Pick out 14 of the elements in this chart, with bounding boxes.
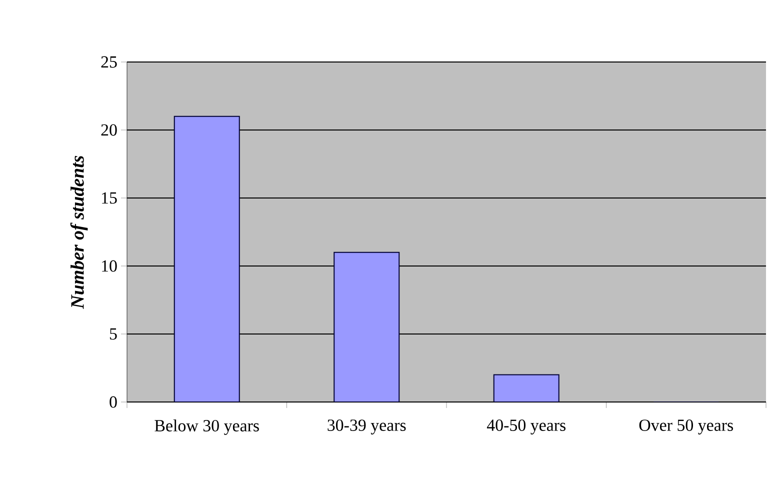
x-tick-label: Over 50 years [639, 420, 734, 434]
bar [334, 252, 400, 402]
y-tick-label: 5 [110, 328, 117, 340]
x-tick-label: Below 30 years [154, 420, 259, 435]
y-tick-label: 25 [101, 56, 117, 68]
bar [493, 374, 560, 402]
bar [174, 116, 240, 402]
x-tick-label: 40-50 years [486, 420, 566, 434]
y-tick-label: 15 [102, 192, 117, 204]
y-tick-label: 20 [101, 124, 117, 136]
x-tick-label: 30-39 years [328, 420, 406, 434]
y-tick-label: 10 [102, 260, 117, 272]
y-axis-title: Number of students [70, 156, 88, 309]
y-tick-label: 0 [110, 396, 117, 408]
